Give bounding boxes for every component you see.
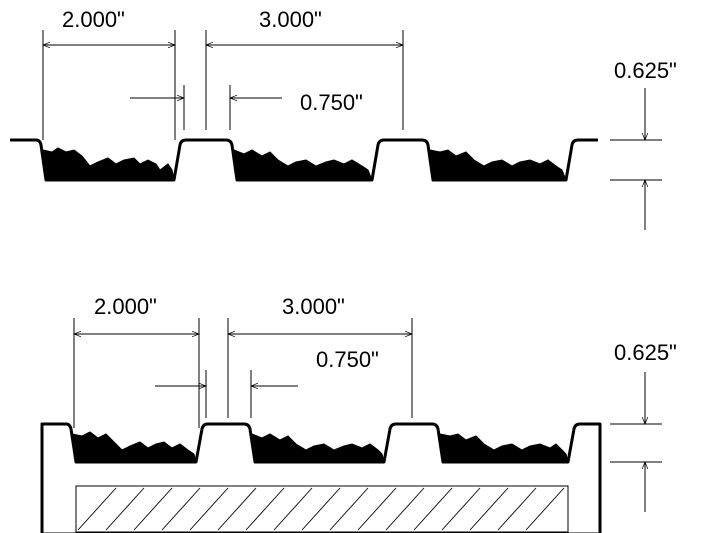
bottom-hatched-panel — [75, 485, 569, 533]
top-serration-1 — [42, 147, 175, 181]
top-serration-3 — [429, 149, 567, 181]
bottom-serration-1 — [71, 431, 197, 463]
top-dim-0625-label: 0.625" — [614, 58, 677, 83]
top-dim-2000-label: 2.000" — [62, 7, 125, 32]
top-serration-2 — [233, 149, 373, 181]
bottom-serration-3 — [439, 433, 569, 463]
top-dim-0750-label: 0.750" — [300, 90, 363, 115]
bottom-serration-2 — [251, 433, 385, 463]
bottom-dim-0625-label: 0.625" — [614, 340, 677, 365]
bottom-dim-3000-label: 3.000" — [282, 294, 345, 319]
top-dim-3000-label: 3.000" — [259, 7, 322, 32]
bottom-hatch-pattern — [77, 487, 565, 531]
top-section-view: 2.000" 3.000" 0.750" 0.625" — [10, 7, 677, 230]
bottom-section-view: 2.000" 3.000" 0.750" 0.625" — [40, 294, 677, 533]
bottom-dim-0750-label: 0.750" — [316, 347, 379, 372]
bottom-tray-frame — [40, 422, 602, 533]
bottom-dim-2000-label: 2.000" — [94, 294, 157, 319]
